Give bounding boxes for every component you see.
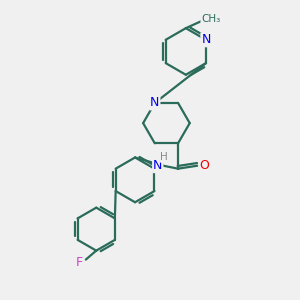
Text: F: F bbox=[76, 256, 83, 269]
Text: N: N bbox=[201, 33, 211, 46]
Text: H: H bbox=[160, 152, 168, 162]
Text: N: N bbox=[153, 159, 163, 172]
Text: O: O bbox=[199, 159, 209, 172]
Text: CH₃: CH₃ bbox=[201, 14, 220, 24]
Text: N: N bbox=[150, 97, 160, 110]
